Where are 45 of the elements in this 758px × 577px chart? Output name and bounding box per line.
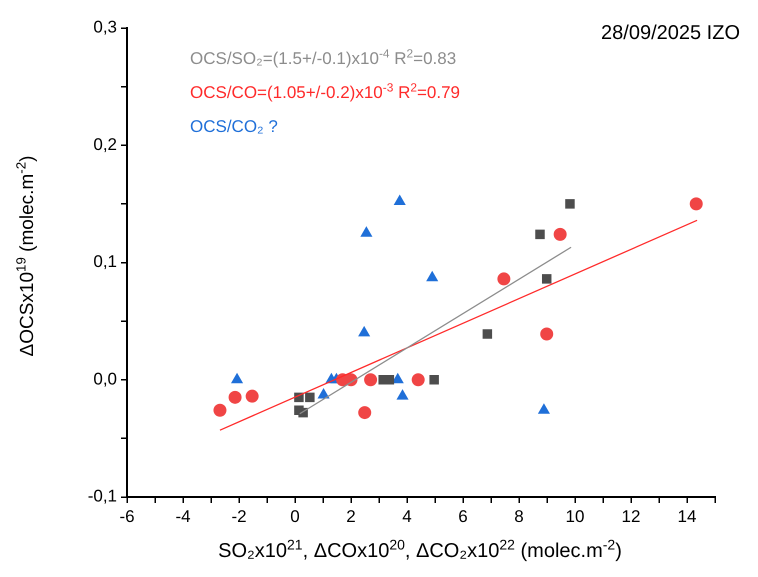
point xyxy=(358,406,372,420)
point xyxy=(246,390,259,403)
point xyxy=(305,392,315,402)
y-tick-label: 0,2 xyxy=(93,134,117,154)
x-tick-label: 2 xyxy=(346,506,356,526)
point xyxy=(542,274,552,284)
text: OCS/CO=(1.05+/-0.2)x10$^{-3}$ R$^{2}$=0.79 xyxy=(190,79,460,104)
point xyxy=(426,271,438,282)
point xyxy=(231,373,243,384)
point xyxy=(497,272,510,286)
point xyxy=(412,373,425,386)
point xyxy=(535,230,545,240)
point xyxy=(394,195,406,206)
text: OCS/SO₂=(1.5+/-0.1)x10$^{-4}$ R$^{2}$=0.83 xyxy=(190,45,458,70)
point xyxy=(429,375,439,384)
point xyxy=(565,199,575,209)
point xyxy=(358,326,370,336)
x-tick-label: 0 xyxy=(290,506,300,526)
point xyxy=(360,226,372,237)
point xyxy=(213,404,226,417)
y-tick-label: 0,0 xyxy=(93,369,117,388)
point xyxy=(396,390,408,400)
text: SO₂x10$^{21}$, ΔCOx10$^{20}$, ΔCO₂x10$^{22}$ (molec.m$^{-2}$) xyxy=(218,536,622,562)
x-tick-label: 6 xyxy=(458,506,468,526)
point xyxy=(554,228,567,241)
y-tick-label: 0,1 xyxy=(93,252,117,272)
point xyxy=(690,197,703,210)
point xyxy=(228,390,242,404)
x-tick-label: 10 xyxy=(566,506,584,526)
text: OCS/CO₂ ? xyxy=(190,116,279,138)
x-tick-label: 14 xyxy=(678,506,696,526)
point xyxy=(482,329,492,339)
x-tick-label: -2 xyxy=(231,506,247,526)
y-tick-label: -0,1 xyxy=(88,486,117,506)
chart-title: 28/09/2025 IZO xyxy=(601,22,740,45)
x-tick-label: -4 xyxy=(175,506,191,526)
point xyxy=(538,404,550,414)
x-tick-label: 12 xyxy=(622,506,640,526)
point xyxy=(540,328,554,341)
x-tick-label: -6 xyxy=(119,506,135,526)
point xyxy=(318,388,330,398)
x-tick-label: 4 xyxy=(402,506,412,526)
point xyxy=(364,373,378,386)
x-tick-label: 8 xyxy=(514,506,524,526)
y-tick-label: 0,3 xyxy=(93,18,117,37)
